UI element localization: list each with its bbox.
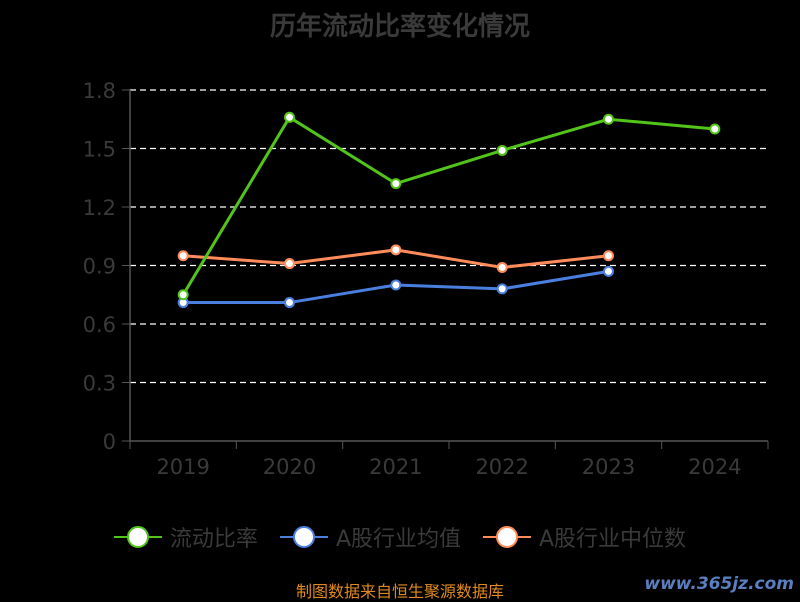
- data-point[interactable]: [709, 123, 721, 135]
- data-point[interactable]: [603, 265, 614, 277]
- legend-label-current-ratio: 流动比率: [169, 527, 258, 552]
- legend-label-industry-median: A股行业中位数: [539, 527, 687, 552]
- chart-legend: 流动比率 A股行业均值 A股行业中位数: [0, 520, 800, 554]
- data-point[interactable]: [603, 250, 614, 262]
- y-tick-label: 0.6: [83, 313, 116, 337]
- y-tick-label: 0.9: [83, 255, 116, 279]
- data-point[interactable]: [177, 250, 189, 262]
- chart-title: 历年流动比率变化情况: [269, 12, 530, 42]
- legend-swatch-current-ratio: [113, 525, 162, 549]
- legend-item-industry-mean[interactable]: A股行业均值: [279, 521, 461, 553]
- data-point[interactable]: [390, 279, 402, 291]
- data-point[interactable]: [390, 244, 402, 256]
- x-tick-label: 2024: [688, 455, 741, 479]
- x-tick-label: 2019: [156, 455, 209, 479]
- x-tick-label: 2022: [475, 455, 528, 479]
- data-point[interactable]: [496, 283, 508, 295]
- y-tick-label: 1.8: [83, 79, 116, 103]
- legend-swatch-industry-median: [483, 525, 531, 549]
- series-line: [181, 115, 715, 296]
- legend-label-industry-mean: A股行业均值: [335, 527, 461, 552]
- x-tick-label: 2021: [369, 455, 422, 479]
- site-watermark: www.365jz.com: [644, 574, 794, 594]
- data-point[interactable]: [284, 111, 295, 123]
- x-tick-label: 2020: [263, 455, 316, 479]
- data-point[interactable]: [496, 144, 508, 156]
- data-point[interactable]: [603, 113, 614, 125]
- x-tick-label: 2023: [582, 455, 635, 479]
- data-point[interactable]: [390, 178, 402, 190]
- legend-swatch-industry-mean: [279, 525, 328, 549]
- data-point[interactable]: [177, 289, 189, 301]
- data-point[interactable]: [496, 261, 508, 273]
- legend-item-industry-median[interactable]: A股行业中位数: [483, 521, 686, 553]
- data-source-note: 制图数据来自恒生聚源数据库: [295, 582, 504, 601]
- data-point[interactable]: [284, 258, 295, 270]
- y-tick-label: 0.3: [83, 372, 116, 396]
- data-point[interactable]: [284, 297, 295, 309]
- y-tick-label: 1.2: [83, 196, 116, 220]
- legend-item-current-ratio[interactable]: 流动比率: [113, 521, 258, 553]
- y-tick-label: 1.5: [83, 138, 116, 162]
- y-tick-label: 0: [103, 430, 116, 454]
